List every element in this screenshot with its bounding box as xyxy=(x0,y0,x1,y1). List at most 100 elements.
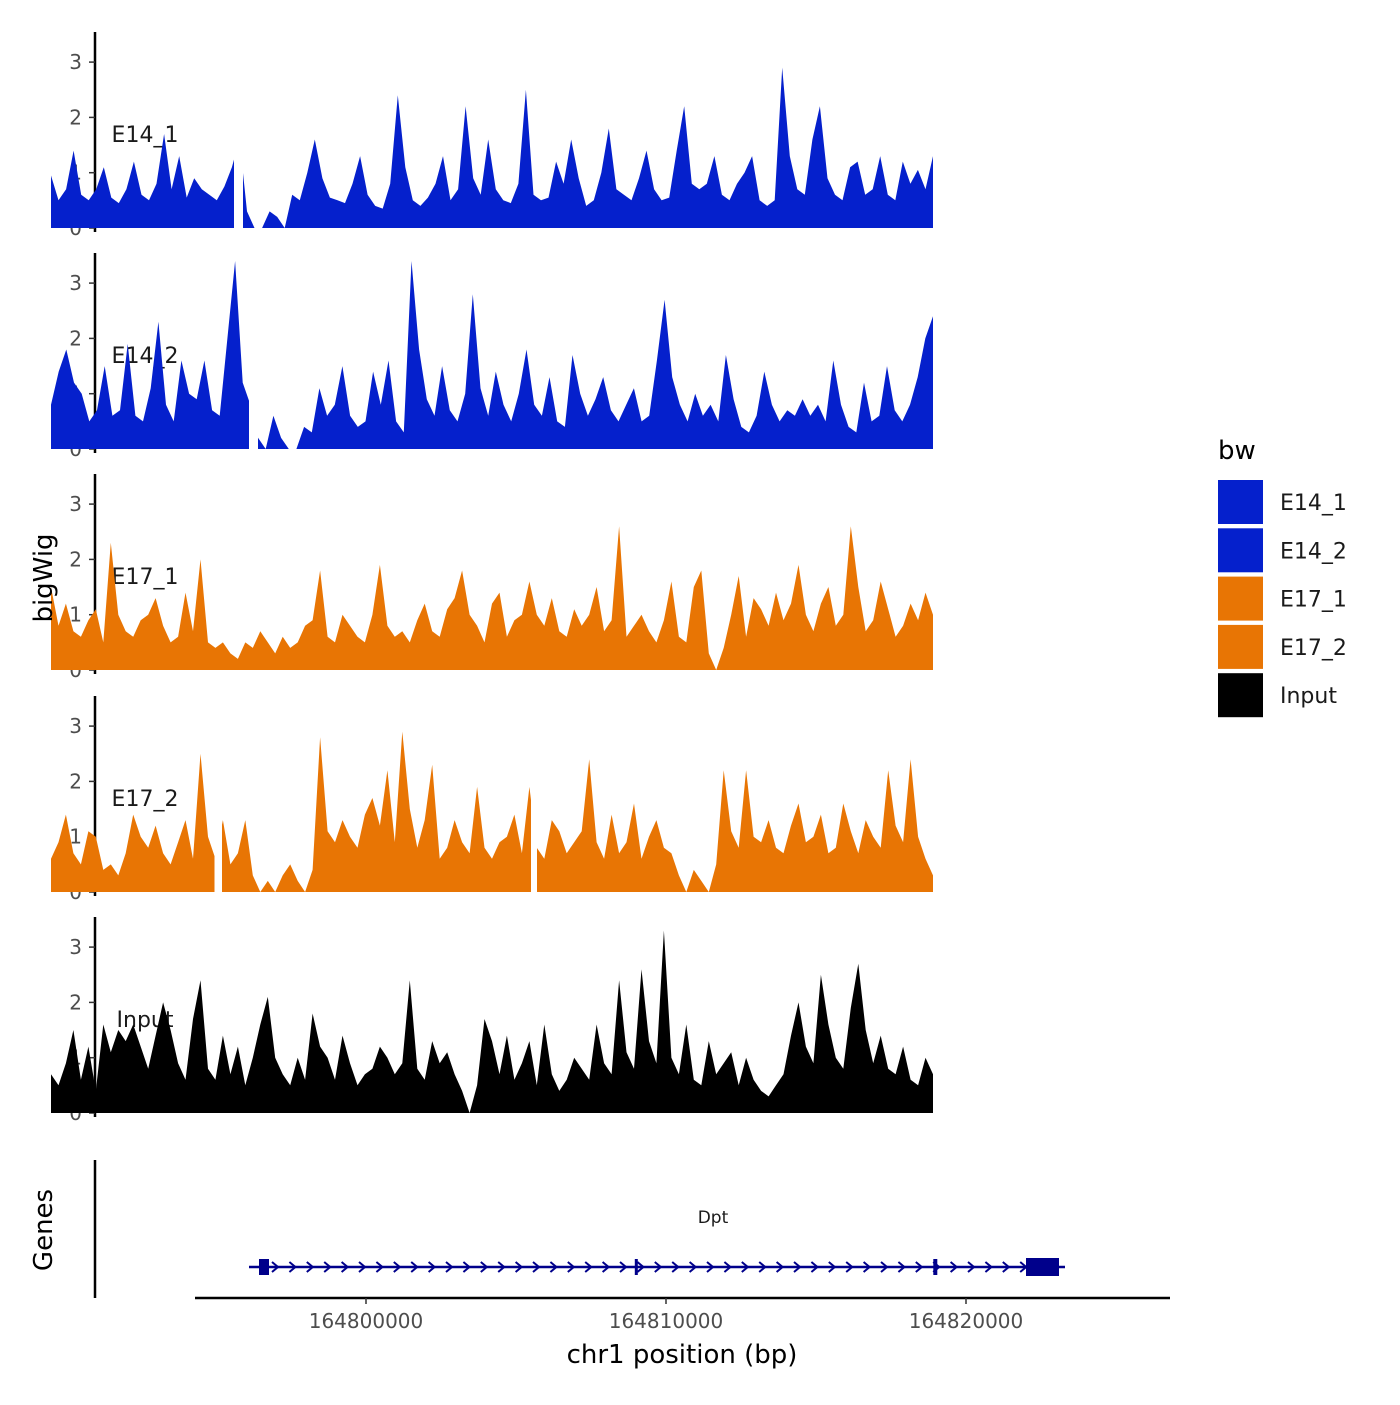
coverage-gap xyxy=(234,32,243,229)
strand-arrow xyxy=(880,1261,889,1273)
strand-arrow xyxy=(915,1261,924,1273)
track-input: 0123Input xyxy=(51,917,933,1125)
track-e14-2: 0123E14_2 xyxy=(51,253,933,461)
x-tick-label: 164800000 xyxy=(309,1309,424,1333)
strand-arrow xyxy=(1002,1261,1011,1273)
exon xyxy=(634,1259,638,1275)
strand-arrow xyxy=(723,1261,732,1273)
x-axis: 164800000 164810000 164820000 xyxy=(195,1296,1170,1333)
legend-label: E17_1 xyxy=(1280,588,1347,613)
strand-arrow xyxy=(288,1261,297,1273)
strand-arrow xyxy=(845,1261,854,1273)
strand-arrow xyxy=(949,1261,959,1273)
x-axis-title: chr1 position (bp) xyxy=(567,1340,798,1370)
gene-label: Dpt xyxy=(698,1208,729,1228)
strand-arrow xyxy=(706,1261,715,1273)
strand-arrow xyxy=(584,1261,593,1273)
tracks-layer: 0123E14_10123E14_20123E17_10123E17_20123… xyxy=(51,32,933,1125)
strand-arrow xyxy=(427,1261,437,1273)
strand-arrow xyxy=(375,1261,384,1273)
strand-arrow xyxy=(532,1261,541,1273)
y-tick-label: 2 xyxy=(69,105,82,129)
legend-swatch xyxy=(1218,480,1263,524)
strand-arrow xyxy=(671,1261,680,1273)
coverage-gap xyxy=(214,696,222,893)
legend-title: bw xyxy=(1218,436,1256,466)
strand-arrow xyxy=(462,1261,471,1273)
track-label: E14_1 xyxy=(112,123,179,148)
gene-dpt: Dpt xyxy=(249,1208,1065,1276)
track-label: E14_2 xyxy=(112,344,179,369)
strand-arrow xyxy=(636,1261,645,1273)
strand-arrow xyxy=(480,1261,489,1273)
y-tick-label: 3 xyxy=(69,271,82,295)
strand-arrow xyxy=(654,1261,663,1273)
y-tick-label: 3 xyxy=(69,50,82,74)
legend-swatch xyxy=(1218,528,1263,573)
y-axis-title: bigWig xyxy=(29,533,59,622)
strand-arrow xyxy=(514,1261,524,1273)
y-tick-label: 2 xyxy=(69,769,82,793)
strand-arrow xyxy=(393,1261,402,1273)
strand-arrow xyxy=(497,1261,506,1273)
legend-item-e14-2: E14_2 xyxy=(1218,528,1347,573)
strand-arrow xyxy=(984,1261,993,1273)
strand-arrow xyxy=(340,1261,350,1273)
legend-label: E17_2 xyxy=(1280,636,1347,661)
x-tick-label: 164820000 xyxy=(909,1309,1024,1333)
signal-area-e14-2 xyxy=(51,261,933,449)
strand-arrow xyxy=(358,1261,367,1273)
legend-item-input: Input xyxy=(1218,673,1337,718)
y-tick-label: 1 xyxy=(69,825,82,849)
strand-arrow xyxy=(567,1261,576,1273)
track-label: E17_1 xyxy=(112,565,179,590)
coverage-gap xyxy=(249,253,258,450)
genes-layer: Dpt xyxy=(93,1160,1065,1298)
strand-arrow xyxy=(810,1261,819,1273)
signal-area-e17-1 xyxy=(51,526,933,670)
track-label: E17_2 xyxy=(112,787,179,812)
strand-arrow xyxy=(897,1261,906,1273)
genes-panel-title: Genes xyxy=(29,1189,59,1271)
track-e17-2: 0123E17_2 xyxy=(51,696,933,904)
legend-swatch xyxy=(1218,624,1263,669)
track-e17-1: 0123E17_1 xyxy=(51,474,933,682)
signal-area-input xyxy=(51,930,933,1113)
y-tick-label: 2 xyxy=(69,326,82,350)
strand-arrow xyxy=(741,1261,750,1273)
exon xyxy=(933,1259,938,1275)
strand-arrow xyxy=(793,1261,802,1273)
legend-item-e14-1: E14_1 xyxy=(1218,480,1347,524)
coverage-gap xyxy=(531,696,537,893)
strand-arrow xyxy=(323,1261,332,1273)
legend-label: E14_2 xyxy=(1280,539,1347,564)
strand-arrow xyxy=(828,1261,837,1273)
legend: bw E14_1 E14_2 E17_1 E17_2 Input xyxy=(1218,436,1347,718)
strand-arrow xyxy=(601,1261,611,1273)
y-tick-label: 3 xyxy=(69,935,82,959)
signal-area-e17-2 xyxy=(51,731,933,892)
x-tick-label: 164810000 xyxy=(609,1309,724,1333)
y-tick-label: 2 xyxy=(69,547,82,571)
legend-item-e17-2: E17_2 xyxy=(1218,624,1347,669)
strand-arrow xyxy=(306,1261,315,1273)
exon xyxy=(259,1259,269,1275)
legend-item-e17-1: E17_1 xyxy=(1218,576,1347,621)
strand-arrow xyxy=(862,1261,872,1273)
strand-arrow xyxy=(775,1261,785,1273)
strand-arrow xyxy=(688,1261,698,1273)
strand-arrow xyxy=(967,1261,976,1273)
strand-arrow xyxy=(445,1261,454,1273)
strand-arrow xyxy=(271,1261,280,1273)
signal-area-e14-1 xyxy=(51,67,933,228)
strand-arrow xyxy=(758,1261,767,1273)
y-tick-label: 3 xyxy=(69,714,82,738)
legend-swatch xyxy=(1218,673,1263,718)
strand-arrow xyxy=(619,1261,628,1273)
legend-label: E14_1 xyxy=(1280,491,1347,516)
strand-arrow xyxy=(549,1261,558,1273)
strand-arrow xyxy=(410,1261,419,1273)
legend-swatch xyxy=(1218,576,1263,621)
